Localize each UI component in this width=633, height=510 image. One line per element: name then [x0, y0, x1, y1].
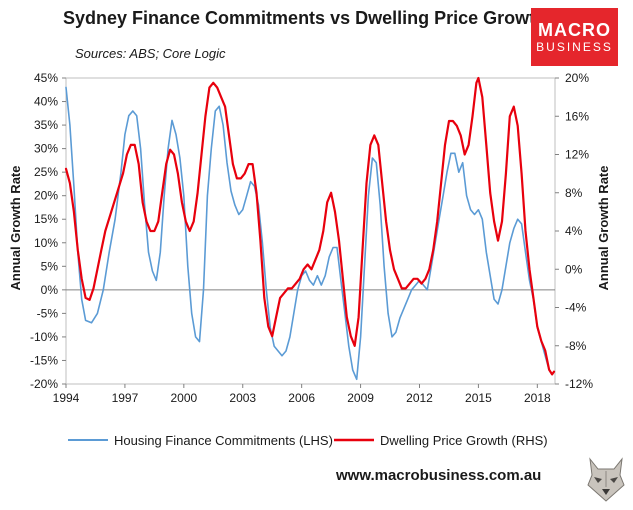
x-tick-label: 2006 — [288, 391, 315, 405]
website-url: www.macrobusiness.com.au — [336, 467, 542, 484]
y-left-tick-label: -10% — [30, 330, 58, 344]
x-tick-label: 1994 — [53, 391, 80, 405]
chart-sources: Sources: ABS; Core Logic — [75, 46, 226, 61]
wolf-logo-icon — [587, 457, 625, 502]
series-line-dwelling-price — [64, 76, 556, 376]
y-axis-left-title: Annual Growth Rate — [8, 166, 23, 291]
y-left-tick-label: 20% — [34, 189, 58, 203]
y-left-tick-label: -15% — [30, 353, 58, 367]
x-tick-label: 2009 — [347, 391, 374, 405]
y-left-tick-label: 0% — [41, 283, 59, 297]
chart-series — [64, 76, 556, 381]
y-right-tick-label: 4% — [565, 224, 583, 238]
macro-business-logo: MACRO BUSINESS — [531, 8, 618, 66]
y-axis-right-title: Annual Growth Rate — [596, 166, 611, 291]
y-right-tick-label: -8% — [565, 339, 587, 353]
chart-axes: -20% -15% -10% -5% 0% 5% 10% 15% 20% 25% 30% 35% 40%… — [30, 71, 593, 405]
y-left-tick-label: 10% — [34, 236, 58, 250]
x-tick-label: 2018 — [524, 391, 551, 405]
logo-line-1: MACRO — [538, 20, 611, 40]
logo-line-2: BUSINESS — [536, 40, 613, 54]
y-right-tick-label: -12% — [565, 377, 593, 391]
x-tick-label: 2015 — [465, 391, 492, 405]
y-left-tick-label: 40% — [34, 95, 58, 109]
y-left-tick-label: 15% — [34, 212, 58, 226]
chart-title: Sydney Finance Commitments vs Dwelling P… — [63, 8, 547, 28]
y-left-tick-label: -5% — [37, 306, 59, 320]
x-tick-label: 2012 — [406, 391, 433, 405]
legend-label: Housing Finance Commitments (LHS) — [114, 433, 333, 448]
x-tick-label: 1997 — [112, 391, 139, 405]
series-line-housing-finance — [65, 86, 553, 381]
y-right-tick-label: 16% — [565, 109, 589, 123]
y-left-tick-label: 35% — [34, 118, 58, 132]
legend-label: Dwelling Price Growth (RHS) — [380, 433, 548, 448]
y-left-tick-label: 25% — [34, 165, 58, 179]
y-right-tick-label: 12% — [565, 148, 589, 162]
chart-legend: Housing Finance Commitments (LHS) Dwellin… — [68, 433, 548, 448]
plot-area-border — [65, 77, 556, 385]
y-left-tick-label: -20% — [30, 377, 58, 391]
y-right-tick-label: 0% — [565, 262, 583, 276]
y-right-tick-label: -4% — [565, 301, 587, 315]
y-left-tick-label: 45% — [34, 71, 58, 85]
y-right-tick-label: 8% — [565, 186, 583, 200]
x-tick-label: 2003 — [229, 391, 256, 405]
y-right-tick-label: 20% — [565, 71, 589, 85]
x-tick-label: 2000 — [170, 391, 197, 405]
y-left-tick-label: 5% — [41, 259, 59, 273]
y-left-tick-label: 30% — [34, 142, 58, 156]
